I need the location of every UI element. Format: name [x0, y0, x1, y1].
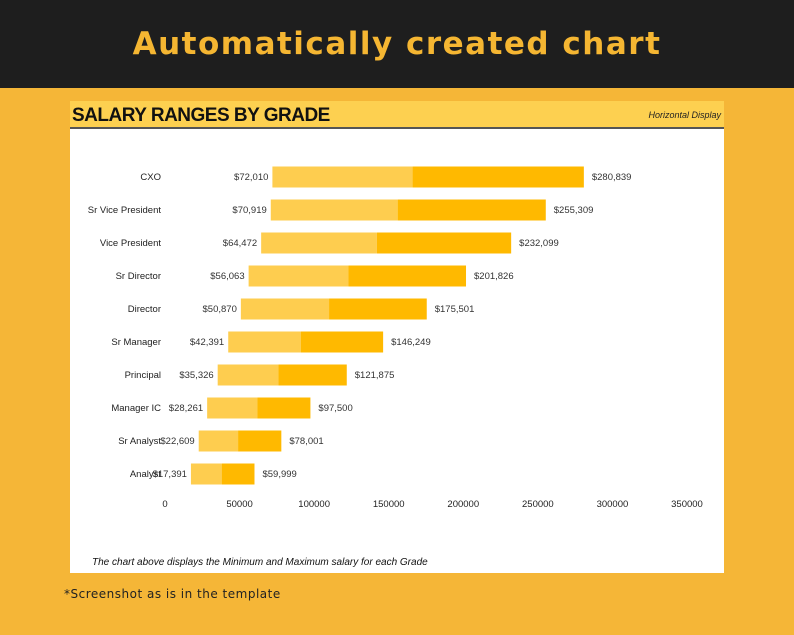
bar-lower-segment: [261, 232, 377, 254]
x-tick-label: 100000: [298, 499, 330, 510]
bar-lower-segment: [207, 397, 258, 419]
salary-range-chart: CXO $72,010 $280,839 Sr Vice President $70,9…: [88, 166, 703, 510]
header-banner: Automatically created chart: [0, 0, 794, 88]
x-tick-label: 50000: [226, 499, 252, 510]
category-label: Sr Analyst: [118, 436, 161, 447]
max-value-label: $78,001: [289, 436, 323, 447]
min-value-label: $56,063: [210, 271, 244, 282]
x-tick-label: 250000: [522, 499, 554, 510]
min-value-label: $17,391: [153, 469, 187, 480]
min-value-label: $50,870: [203, 304, 237, 315]
category-label: Vice President: [100, 238, 161, 249]
chart-caption: The chart above displays the Minimum and…: [92, 557, 428, 568]
bar-upper-segment: [278, 364, 347, 386]
category-label: CXO: [140, 172, 161, 183]
bar-upper-segment: [238, 430, 282, 452]
x-tick-label: 150000: [373, 499, 405, 510]
min-value-label: $28,261: [169, 403, 203, 414]
category-label: Sr Director: [116, 271, 161, 282]
chart-title: SALARY RANGES BY GRADE: [72, 105, 330, 126]
bar-upper-segment: [221, 463, 255, 485]
bar-lower-segment: [190, 463, 222, 485]
max-value-label: $59,999: [262, 469, 296, 480]
bar-upper-segment: [348, 265, 467, 287]
chart-card: SALARY RANGES BY GRADE Horizontal Displa…: [70, 101, 724, 573]
min-value-label: $35,326: [179, 370, 213, 381]
category-label: Sr Vice President: [88, 205, 162, 216]
bar-lower-segment: [248, 265, 349, 287]
bar-lower-segment: [228, 331, 301, 353]
x-tick-label: 200000: [447, 499, 479, 510]
bar-lower-segment: [198, 430, 239, 452]
max-value-label: $146,249: [391, 337, 431, 348]
max-value-label: $232,099: [519, 238, 559, 249]
bar-lower-segment: [217, 364, 279, 386]
max-value-label: $255,309: [554, 205, 594, 216]
max-value-label: $280,839: [592, 172, 632, 183]
bar-upper-segment: [257, 397, 311, 419]
footnote: *Screenshot as is in the template: [64, 587, 281, 601]
bar-upper-segment: [397, 199, 546, 221]
x-tick-label: 350000: [671, 499, 703, 510]
bar-lower-segment: [272, 166, 413, 188]
min-value-label: $72,010: [234, 172, 268, 183]
x-tick-label: 300000: [597, 499, 629, 510]
category-label: Principal: [125, 370, 161, 381]
min-value-label: $42,391: [190, 337, 224, 348]
header-title: Automatically created chart: [132, 26, 662, 62]
max-value-label: $121,875: [355, 370, 395, 381]
category-label: Manager IC: [111, 403, 161, 414]
category-label: Director: [128, 304, 161, 315]
min-value-label: $22,609: [160, 436, 194, 447]
bar-upper-segment: [329, 298, 427, 320]
category-label: Sr Manager: [111, 337, 161, 348]
bar-upper-segment: [300, 331, 384, 353]
x-tick-label: 0: [162, 499, 167, 510]
max-value-label: $201,826: [474, 271, 514, 282]
min-value-label: $70,919: [232, 205, 266, 216]
bar-upper-segment: [376, 232, 512, 254]
max-value-label: $175,501: [435, 304, 475, 315]
bar-lower-segment: [270, 199, 398, 221]
category-label: Analyst: [130, 469, 162, 480]
chart-title-band: SALARY RANGES BY GRADE Horizontal Displa…: [70, 101, 724, 129]
bar-lower-segment: [240, 298, 330, 320]
display-mode-label: Horizontal Display: [648, 110, 721, 120]
min-value-label: $64,472: [223, 238, 257, 249]
bar-upper-segment: [412, 166, 584, 188]
max-value-label: $97,500: [318, 403, 352, 414]
